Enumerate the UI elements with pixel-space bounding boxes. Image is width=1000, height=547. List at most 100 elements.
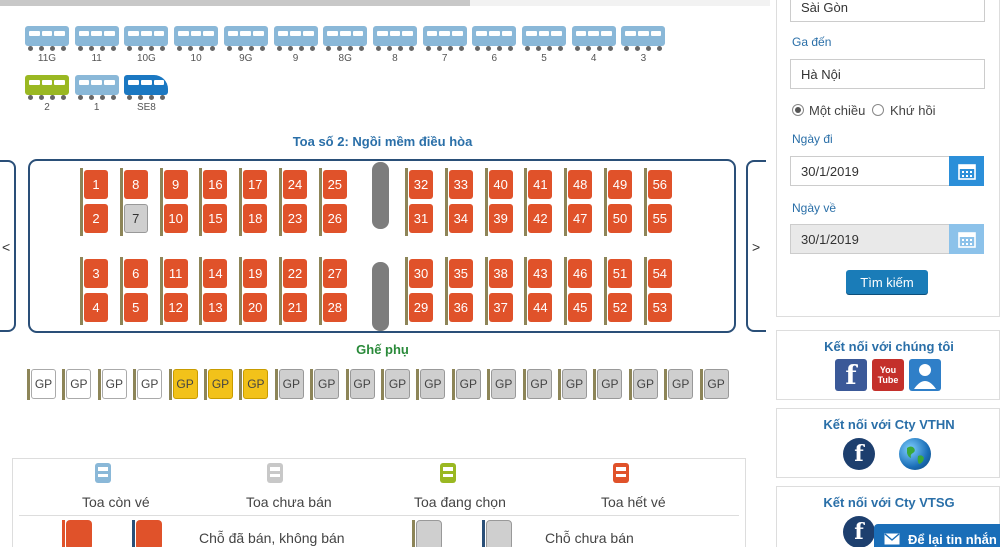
extra-seat-3[interactable]: GP (97, 369, 128, 400)
train-car-1[interactable] (74, 75, 119, 100)
train-car-9G[interactable] (223, 26, 268, 51)
train-car-label[interactable]: 5 (541, 53, 547, 64)
extra-seat-6[interactable]: GP (204, 369, 234, 400)
seat-number: 28 (322, 293, 347, 322)
next-coach-arrow[interactable]: > (752, 239, 761, 255)
return-calendar-button[interactable] (949, 224, 984, 254)
search-button[interactable]: Tìm kiếm (846, 270, 928, 294)
seat-15: 15 (199, 202, 229, 236)
horizontal-scrollbar[interactable] (0, 0, 770, 6)
train-car-label[interactable]: 10G (136, 53, 156, 64)
seat-back (318, 202, 322, 236)
seat-14: 14 (199, 257, 229, 291)
return-date-input[interactable]: 30/1/2019 (790, 224, 950, 254)
seat-number[interactable]: 7 (123, 204, 148, 233)
train-car-7[interactable] (422, 26, 467, 51)
seat-back (405, 202, 408, 236)
extra-seats-title: Ghế phụ (356, 342, 409, 357)
train-car-4[interactable] (571, 26, 616, 51)
seat-21: 21 (279, 291, 309, 325)
train-car-label[interactable]: 3 (640, 53, 647, 64)
car-wheels (226, 46, 265, 51)
train-car-label[interactable]: 7 (441, 53, 448, 64)
seat-number: 17 (243, 170, 268, 199)
extra-seat-5[interactable]: GP (168, 369, 199, 400)
train-car-9[interactable] (273, 26, 318, 51)
vthn-globe-icon[interactable] (899, 438, 931, 470)
facebook-icon[interactable]: f (835, 359, 867, 391)
train-car-label[interactable]: 2 (44, 102, 50, 113)
next-coach-frame[interactable] (746, 160, 766, 332)
extra-seat-2[interactable]: GP (62, 369, 92, 400)
seat-31: 31 (405, 202, 435, 236)
train-car-label[interactable]: 11 (91, 53, 102, 64)
round-trip-label[interactable]: Khứ hồi (890, 103, 936, 118)
prev-coach-arrow[interactable]: < (2, 239, 11, 255)
legend-car-icon (267, 463, 283, 483)
seat-number: 55 (647, 204, 672, 233)
train-car-label[interactable]: 1 (93, 102, 100, 113)
seat-27: 27 (318, 257, 349, 291)
depart-date-input[interactable]: 30/1/2019 (790, 156, 950, 186)
train-car-2[interactable] (25, 75, 69, 100)
seat-number: 3 (84, 259, 108, 288)
train-car-5[interactable] (522, 26, 566, 51)
train-car-label[interactable]: 8 (392, 53, 398, 64)
seat-number: 45 (568, 293, 593, 322)
one-way-radio[interactable] (792, 104, 804, 116)
seat-7[interactable]: 7 (119, 202, 150, 236)
car-windows (178, 31, 215, 36)
scrollbar-thumb[interactable] (0, 0, 470, 6)
extra-seat-label: GP (597, 369, 623, 399)
train-car-8[interactable] (372, 26, 417, 51)
train-car-label[interactable]: 9G (239, 53, 253, 64)
from-station-input[interactable]: Sài Gòn (790, 0, 985, 22)
depart-calendar-button[interactable] (949, 156, 984, 186)
seat-54: 54 (643, 257, 674, 291)
car-wheels (624, 46, 663, 51)
train-car-label[interactable]: 6 (491, 53, 498, 64)
train-car-10G[interactable] (124, 26, 169, 51)
train-car-SE8[interactable] (124, 75, 169, 100)
seat-back (604, 257, 607, 291)
train-car-3[interactable] (621, 26, 666, 51)
one-way-label[interactable]: Một chiều (809, 103, 866, 118)
youtube-icon[interactable]: You Tube (872, 359, 904, 391)
extra-seat-4[interactable]: GP (133, 369, 163, 400)
train-car-label[interactable]: SE8 (136, 102, 156, 113)
seat-number: 42 (528, 204, 553, 233)
seat-55: 55 (643, 202, 674, 236)
to-station-input[interactable]: Hà Nội (790, 59, 985, 89)
extra-seat-1[interactable]: GP (27, 369, 57, 400)
seat-number: 13 (203, 293, 228, 322)
train-car-label[interactable]: 9 (292, 53, 299, 64)
extra-seat-7[interactable]: GP (239, 369, 269, 400)
legend-seat-icon (482, 520, 512, 547)
train-car-11[interactable] (74, 26, 119, 51)
seat-49: 49 (604, 168, 634, 202)
vthn-facebook-icon[interactable]: f (843, 438, 875, 470)
leave-message-label[interactable]: Để lại tin nhắn (908, 531, 997, 547)
leave-message-button[interactable]: Để lại tin nhắn (874, 524, 1000, 547)
train-car-10[interactable] (174, 26, 219, 51)
seat-back (159, 257, 163, 291)
seat-43: 43 (524, 257, 554, 291)
extra-seat-8: GP (274, 369, 305, 400)
train-car-11G[interactable] (25, 26, 69, 51)
depart-date-label: Ngày đi (792, 132, 833, 146)
contact-icon[interactable] (909, 359, 941, 391)
train-car-6[interactable] (472, 26, 517, 51)
train-car-label[interactable]: 8G (338, 53, 352, 64)
seat-52: 52 (604, 291, 634, 325)
train-car-8G[interactable] (323, 26, 368, 51)
seat-33: 33 (444, 168, 475, 202)
prev-coach-frame[interactable] (0, 160, 16, 332)
train-car-label[interactable]: 4 (590, 53, 597, 64)
seat-back (199, 257, 203, 291)
vtsg-facebook-icon[interactable]: f (843, 516, 875, 547)
seat-back (159, 202, 163, 236)
round-trip-radio[interactable] (872, 104, 884, 116)
train-car-label[interactable]: 10 (190, 53, 202, 64)
seat-number: 30 (409, 259, 433, 288)
train-car-label[interactable]: 11G (37, 53, 57, 64)
